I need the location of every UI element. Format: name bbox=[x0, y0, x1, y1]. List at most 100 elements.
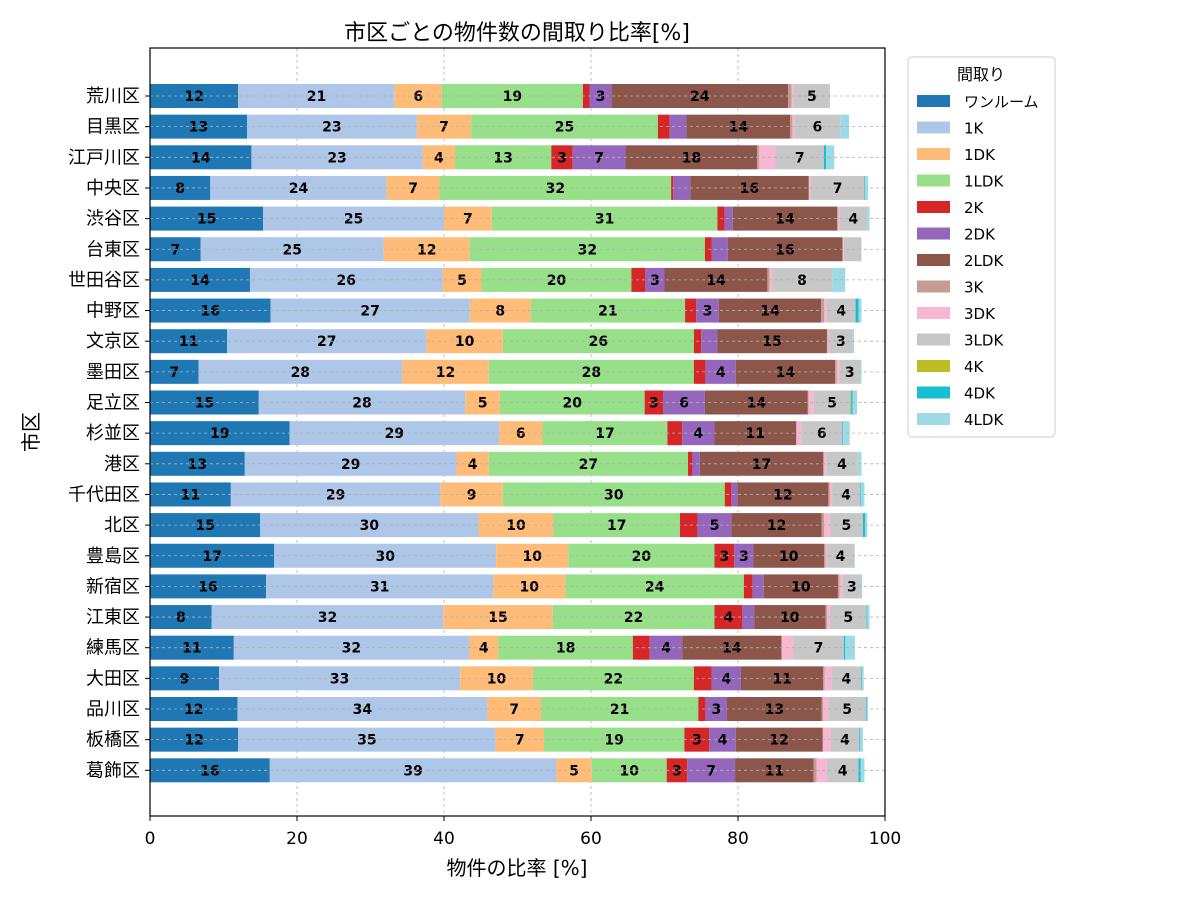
y-tick-label: 品川区 bbox=[86, 699, 140, 720]
data-label: 6 bbox=[813, 120, 823, 136]
bar-segment bbox=[861, 574, 863, 599]
legend-swatch bbox=[917, 201, 950, 213]
y-tick-label: 墨田区 bbox=[86, 362, 140, 383]
data-label: 31 bbox=[370, 579, 389, 595]
data-label: 4 bbox=[838, 763, 848, 779]
y-tick-label: 葛飾区 bbox=[86, 760, 140, 781]
data-label: 30 bbox=[360, 518, 380, 534]
bar-segment bbox=[269, 758, 557, 783]
data-label: 21 bbox=[598, 304, 617, 320]
data-label: 3 bbox=[649, 396, 659, 412]
legend-entry: ワンルーム bbox=[964, 93, 1039, 111]
data-label: 27 bbox=[317, 334, 336, 350]
data-label: 32 bbox=[578, 242, 597, 258]
legend-entry: 3LDK bbox=[964, 332, 1004, 350]
data-label: 4 bbox=[721, 671, 731, 687]
data-label: 12 bbox=[436, 365, 455, 381]
data-label: 5 bbox=[827, 396, 837, 412]
y-tick-label: 北区 bbox=[104, 515, 140, 536]
data-label: 13 bbox=[188, 457, 207, 473]
data-label: 5 bbox=[843, 610, 853, 626]
data-label: 21 bbox=[307, 89, 326, 105]
legend-swatch bbox=[917, 307, 950, 319]
bar-segment bbox=[813, 758, 817, 783]
bar-segment bbox=[823, 145, 827, 170]
legend-swatch bbox=[917, 280, 950, 293]
data-label: 14 bbox=[776, 365, 796, 381]
bar-segment bbox=[666, 758, 688, 783]
data-label: 15 bbox=[197, 212, 216, 228]
data-label: 15 bbox=[195, 396, 214, 412]
bar-segment bbox=[487, 697, 542, 721]
y-tick-label: 杉並区 bbox=[86, 423, 140, 444]
bar-segment bbox=[825, 605, 827, 630]
data-label: 7 bbox=[408, 181, 418, 197]
bar-segment bbox=[742, 605, 755, 630]
bar-segment bbox=[714, 543, 735, 568]
data-label: 9 bbox=[467, 487, 477, 503]
data-label: 14 bbox=[722, 641, 742, 657]
y-tick-label: 文京区 bbox=[86, 331, 140, 352]
bar-segment bbox=[553, 513, 680, 538]
data-label: 11 bbox=[772, 671, 791, 687]
bar-segment bbox=[813, 390, 851, 415]
bar-segment bbox=[644, 390, 664, 415]
data-label: 19 bbox=[210, 426, 229, 442]
data-label: 6 bbox=[679, 396, 689, 412]
legend-swatch bbox=[917, 227, 950, 240]
data-label: 11 bbox=[179, 334, 198, 350]
data-label: 10 bbox=[455, 334, 475, 350]
bar-segment bbox=[657, 114, 670, 139]
legend: 間取り ワンルーム 1K 1DK 1LDK 2K 2DK 2LDK 3K 3DK 3LDK 4K 4D… bbox=[907, 56, 1056, 438]
data-label: 7 bbox=[515, 733, 525, 749]
legend-swatch bbox=[917, 333, 950, 346]
bar-segment bbox=[837, 206, 838, 231]
legend-title: 間取り bbox=[957, 65, 1005, 84]
data-label: 4 bbox=[841, 487, 851, 503]
y-tick-label: 港区 bbox=[104, 454, 140, 475]
data-label: 14 bbox=[760, 304, 780, 320]
data-label: 30 bbox=[604, 487, 624, 503]
bar-segment bbox=[807, 390, 809, 415]
data-label: 3 bbox=[845, 365, 855, 381]
data-label: 32 bbox=[342, 641, 361, 657]
data-label: 35 bbox=[357, 733, 376, 749]
data-label: 4 bbox=[718, 733, 728, 749]
bar-segment bbox=[542, 421, 668, 446]
y-tick-label: 練馬区 bbox=[86, 638, 140, 659]
data-label: 15 bbox=[762, 334, 781, 350]
data-label: 25 bbox=[344, 212, 363, 228]
legend-swatch bbox=[917, 254, 950, 266]
bar-segment bbox=[469, 237, 705, 262]
data-label: 24 bbox=[289, 181, 309, 197]
data-label: 3 bbox=[711, 702, 721, 718]
y-tick-label: 新宿区 bbox=[86, 576, 140, 597]
data-label: 13 bbox=[493, 150, 512, 166]
data-label: 13 bbox=[765, 702, 784, 718]
legend-entry: 2LDK bbox=[964, 252, 1004, 270]
bar-segment bbox=[734, 543, 754, 568]
legend-entry: 1DK bbox=[964, 146, 996, 164]
data-label: 10 bbox=[619, 763, 639, 779]
data-label: 4 bbox=[693, 426, 703, 442]
data-label: 20 bbox=[547, 273, 567, 289]
y-tick-label: 千代田区 bbox=[68, 484, 140, 505]
bar-segment bbox=[632, 635, 650, 660]
bar-segment bbox=[867, 206, 870, 231]
legend-entry: 2K bbox=[964, 199, 985, 217]
data-label: 16 bbox=[775, 242, 794, 258]
data-label: 18 bbox=[556, 641, 575, 657]
bar-segment bbox=[460, 666, 533, 691]
data-label: 32 bbox=[318, 610, 337, 626]
data-label: 8 bbox=[176, 610, 186, 626]
data-label: 24 bbox=[645, 579, 665, 595]
bar-segment bbox=[823, 451, 827, 476]
data-label: 5 bbox=[842, 702, 852, 718]
data-label: 12 bbox=[767, 518, 786, 534]
data-label: 15 bbox=[488, 610, 507, 626]
data-label: 14 bbox=[191, 150, 211, 166]
bar-segment bbox=[200, 237, 384, 262]
bar-segment bbox=[386, 175, 440, 200]
y-tick-label: 台東区 bbox=[86, 239, 140, 260]
data-label: 5 bbox=[807, 89, 817, 105]
